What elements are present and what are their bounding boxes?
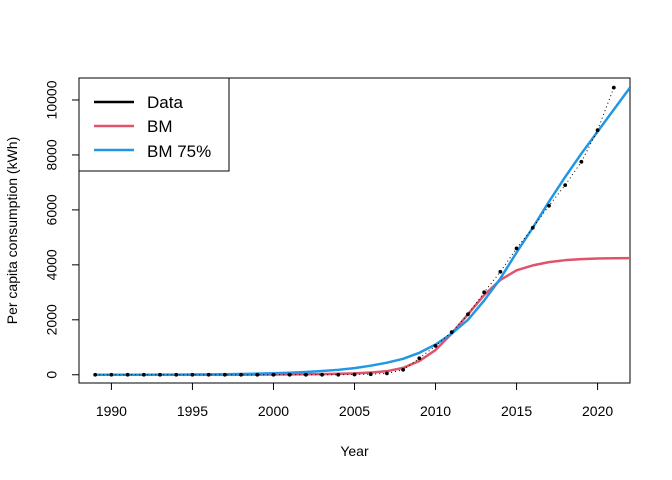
series-line-bm bbox=[95, 256, 630, 377]
data-point-22 bbox=[449, 330, 454, 335]
y-tick-label-2: 4000 bbox=[44, 249, 60, 280]
y-tick-label-0: 0 bbox=[44, 371, 60, 379]
data-point-23 bbox=[466, 312, 470, 317]
data-point-13 bbox=[303, 372, 308, 377]
x-tick-label-6: 2020 bbox=[582, 403, 613, 419]
legend-box bbox=[78, 77, 230, 172]
y-tick-label-1: 2000 bbox=[44, 304, 60, 335]
data-point-27 bbox=[530, 225, 535, 230]
data-point-7 bbox=[206, 372, 211, 377]
data-point-32 bbox=[611, 85, 616, 90]
y-axis: 0 2000 4000 6000 8000 10000 bbox=[44, 80, 80, 379]
data-point-29 bbox=[563, 183, 568, 188]
data-point-25 bbox=[498, 269, 503, 274]
data-point-20 bbox=[417, 356, 422, 361]
data-point-8 bbox=[222, 372, 227, 377]
x-axis: 1990 1995 2000 2005 2010 2015 2020 bbox=[96, 382, 613, 419]
data-point-5 bbox=[174, 372, 179, 377]
x-tick-label-4: 2010 bbox=[420, 403, 451, 419]
x-tick-label-2: 2000 bbox=[258, 403, 289, 419]
y-tick-label-3: 6000 bbox=[44, 194, 60, 225]
series-layer bbox=[93, 85, 630, 377]
y-tick-label-4: 8000 bbox=[44, 139, 60, 170]
legend-label-bm: BM bbox=[147, 117, 173, 136]
data-point-21 bbox=[433, 344, 438, 348]
data-point-6 bbox=[190, 372, 195, 377]
data-point-31 bbox=[595, 128, 600, 133]
x-tick-label-0: 1990 bbox=[96, 403, 127, 419]
x-tick-label-5: 2015 bbox=[501, 403, 532, 419]
data-point-11 bbox=[271, 372, 276, 377]
data-point-26 bbox=[514, 246, 519, 251]
data-point-15 bbox=[336, 372, 341, 377]
y-axis-label: Per capita consumption (kWh) bbox=[4, 137, 20, 325]
data-point-4 bbox=[158, 372, 162, 377]
legend: Data BM BM 75% bbox=[78, 77, 230, 172]
data-point-18 bbox=[385, 371, 389, 376]
data-point-19 bbox=[401, 367, 406, 372]
series-line-bm75 bbox=[95, 86, 630, 377]
data-point-28 bbox=[547, 203, 551, 208]
data-point-3 bbox=[141, 372, 146, 377]
data-point-10 bbox=[255, 372, 260, 377]
data-point-1 bbox=[109, 372, 114, 377]
x-tick-label-1: 1995 bbox=[177, 403, 208, 419]
data-point-2 bbox=[125, 372, 130, 377]
data-point-9 bbox=[239, 372, 243, 377]
legend-label-bm75: BM 75% bbox=[147, 142, 211, 161]
data-point-0 bbox=[93, 372, 98, 377]
data-point-12 bbox=[287, 372, 292, 377]
y-tick-label-5: 10000 bbox=[44, 80, 60, 119]
legend-label-data: Data bbox=[147, 93, 183, 112]
data-point-24 bbox=[482, 290, 487, 295]
x-axis-label: Year bbox=[340, 443, 369, 459]
x-tick-label-3: 2005 bbox=[339, 403, 370, 419]
data-point-16 bbox=[352, 372, 357, 377]
data-point-14 bbox=[320, 372, 324, 377]
data-point-17 bbox=[368, 372, 373, 377]
data-point-30 bbox=[579, 159, 584, 164]
